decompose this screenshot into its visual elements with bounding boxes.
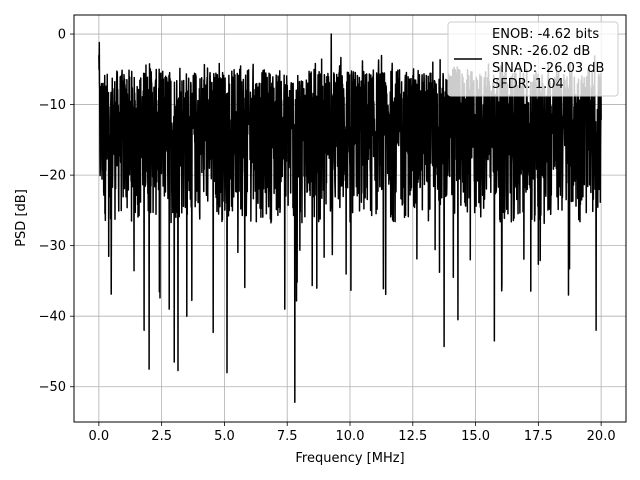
- y-tick-label: −40: [39, 310, 66, 325]
- y-axis: 0 −10 −20 −30 −40 −50: [39, 28, 74, 395]
- y-axis-label: PSD [dB]: [14, 189, 29, 247]
- x-tick-label: 10.0: [336, 429, 365, 444]
- x-tick-label: 12.5: [398, 429, 427, 444]
- series-layer: [98, 33, 602, 403]
- y-tick-label: −10: [39, 98, 66, 113]
- y-tick-label: −30: [39, 239, 66, 254]
- x-tick-label: 0.0: [89, 429, 110, 444]
- y-tick-label: −20: [39, 169, 66, 184]
- legend-entry: SINAD: -26.03 dB: [492, 61, 604, 76]
- legend-entry: ENOB: -4.62 bits: [492, 27, 599, 42]
- legend-entry: SNR: -26.02 dB: [492, 44, 590, 59]
- x-tick-label: 17.5: [524, 429, 553, 444]
- x-tick-label: 5.0: [214, 429, 235, 444]
- legend-box: [447, 21, 619, 97]
- y-tick-label: 0: [58, 28, 66, 43]
- plot-area: [98, 33, 602, 403]
- x-tick-label: 7.5: [277, 429, 298, 444]
- legend: ENOB: -4.62 bits SNR: -26.02 dB SINAD: -…: [447, 21, 619, 97]
- x-tick-label: 20.0: [587, 429, 616, 444]
- x-tick-label: 2.5: [151, 429, 172, 444]
- x-tick-label: 15.0: [461, 429, 490, 444]
- psd-series-line: [98, 33, 602, 403]
- legend-entry: SFDR: 1.04: [492, 77, 564, 92]
- y-tick-label: −50: [39, 380, 66, 395]
- x-axis: 0.0 2.5 5.0 7.5 10.0 12.5 15.0 17.5 20.0: [89, 422, 616, 444]
- x-axis-label: Frequency [MHz]: [295, 451, 404, 466]
